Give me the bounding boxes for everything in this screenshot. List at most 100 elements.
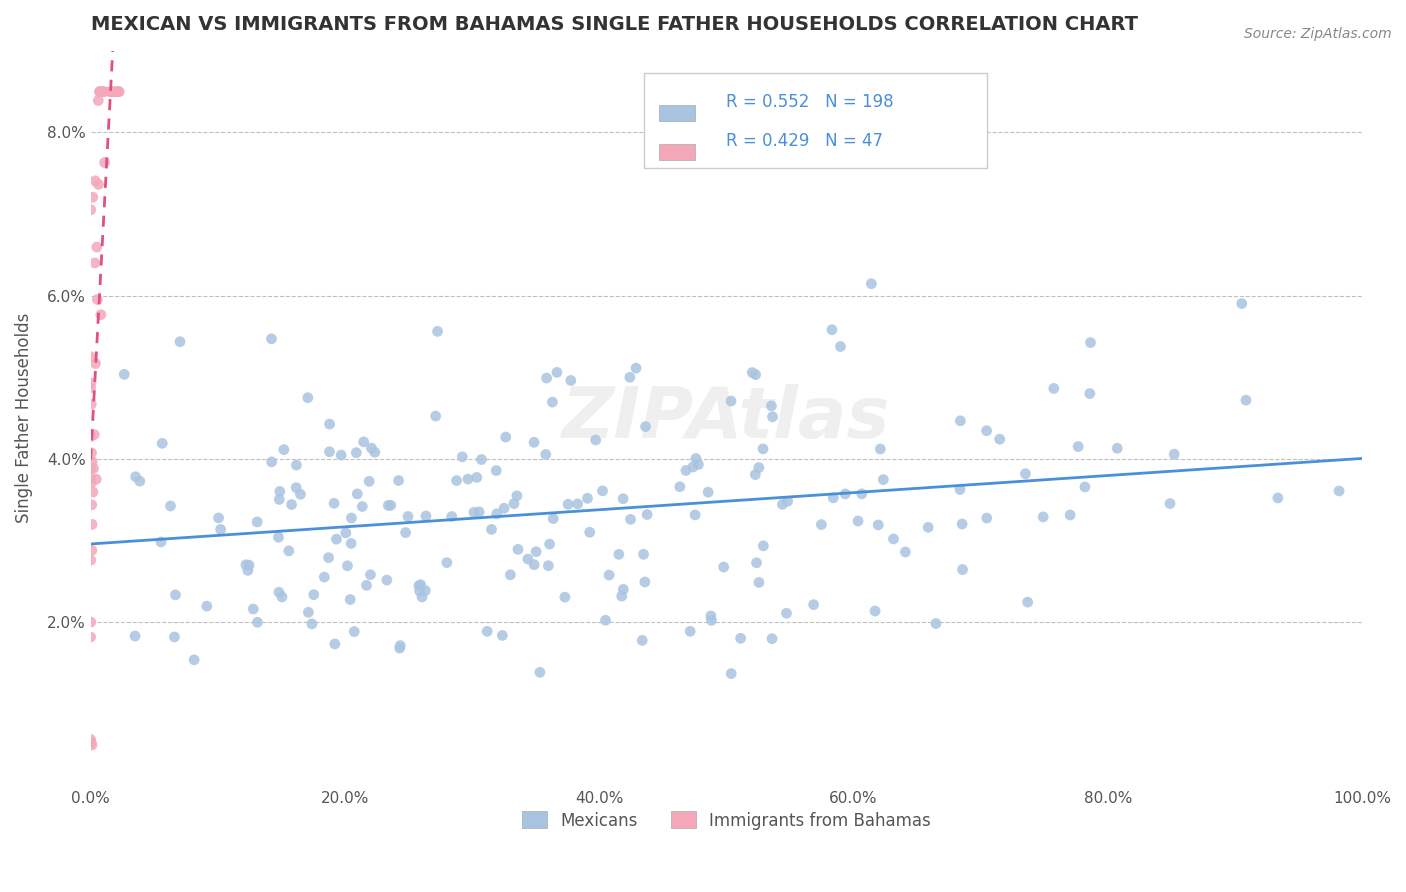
Point [669, 480, 692, 494]
Point [128, 474, 150, 488]
Point [761, 409, 783, 424]
Point [86, 240, 108, 254]
Point [165, 588, 187, 602]
Point [634, 419, 657, 434]
Point [280, 498, 302, 512]
Point [260, 455, 283, 469]
Point [560, 374, 582, 388]
Point [108, 85, 131, 99]
Point [269, 492, 291, 507]
Point [830, 339, 852, 353]
Point [80, 738, 103, 752]
Text: Source: ZipAtlas.com: Source: ZipAtlas.com [1244, 27, 1392, 41]
Point [89, 85, 111, 99]
Point [82, 190, 104, 204]
Point [246, 615, 269, 630]
Point [353, 434, 375, 449]
Point [810, 517, 832, 532]
Point [451, 450, 474, 464]
Point [682, 460, 704, 475]
Point [720, 666, 742, 681]
Point [343, 624, 366, 639]
Point [80, 553, 103, 567]
Point [336, 558, 359, 573]
Point [744, 368, 766, 382]
Point [150, 535, 173, 549]
Point [761, 399, 783, 413]
Point [183, 653, 205, 667]
Point [745, 556, 768, 570]
Point [235, 558, 257, 572]
Point [323, 496, 346, 510]
Point [860, 277, 883, 291]
Point [87, 94, 110, 108]
Point [770, 497, 793, 511]
Point [612, 582, 634, 597]
Point [1032, 509, 1054, 524]
Point [80, 446, 103, 460]
Point [236, 563, 259, 577]
Point [585, 433, 607, 447]
Point [917, 520, 939, 534]
Point [700, 613, 723, 627]
Point [1080, 335, 1102, 350]
Point [688, 458, 710, 472]
Text: MEXICAN VS IMMIGRANTS FROM BAHAMAS SINGLE FATHER HOUSEHOLDS CORRELATION CHART: MEXICAN VS IMMIGRANTS FROM BAHAMAS SINGL… [90, 15, 1137, 34]
Point [91, 85, 114, 99]
Point [592, 483, 614, 498]
Point [761, 632, 783, 646]
Point [610, 589, 633, 603]
Point [619, 512, 641, 526]
Point [748, 460, 770, 475]
Point [882, 532, 904, 546]
Point [485, 464, 508, 478]
Point [80, 498, 103, 512]
Point [1163, 447, 1185, 461]
Point [952, 563, 974, 577]
Point [1074, 480, 1097, 494]
Point [246, 515, 269, 529]
Point [82, 485, 104, 500]
Point [1234, 393, 1257, 408]
Point [80, 517, 103, 532]
Point [679, 624, 702, 639]
Point [567, 497, 589, 511]
Point [869, 442, 891, 456]
Point [150, 436, 173, 450]
Point [538, 537, 561, 551]
Point [495, 430, 517, 444]
Point [523, 558, 546, 572]
Point [634, 574, 657, 589]
Point [285, 458, 308, 472]
Point [1017, 595, 1039, 609]
Point [90, 85, 112, 99]
Point [846, 514, 869, 528]
Point [1327, 483, 1350, 498]
Point [277, 544, 299, 558]
Point [346, 487, 368, 501]
Point [612, 491, 634, 506]
Point [103, 85, 125, 99]
Point [503, 497, 526, 511]
FancyBboxPatch shape [659, 105, 695, 120]
Point [1159, 497, 1181, 511]
Point [834, 487, 856, 501]
Point [411, 590, 433, 604]
Point [301, 616, 323, 631]
Point [534, 447, 557, 461]
Point [516, 552, 538, 566]
Point [976, 424, 998, 438]
Point [364, 445, 387, 459]
Point [752, 442, 775, 456]
Point [976, 511, 998, 525]
Point [578, 525, 600, 540]
Point [82, 454, 104, 468]
Point [425, 409, 447, 423]
Point [541, 511, 564, 525]
Point [285, 481, 308, 495]
Point [84, 472, 107, 486]
Point [377, 499, 399, 513]
Point [440, 509, 463, 524]
Point [314, 570, 336, 584]
Point [1067, 440, 1090, 454]
